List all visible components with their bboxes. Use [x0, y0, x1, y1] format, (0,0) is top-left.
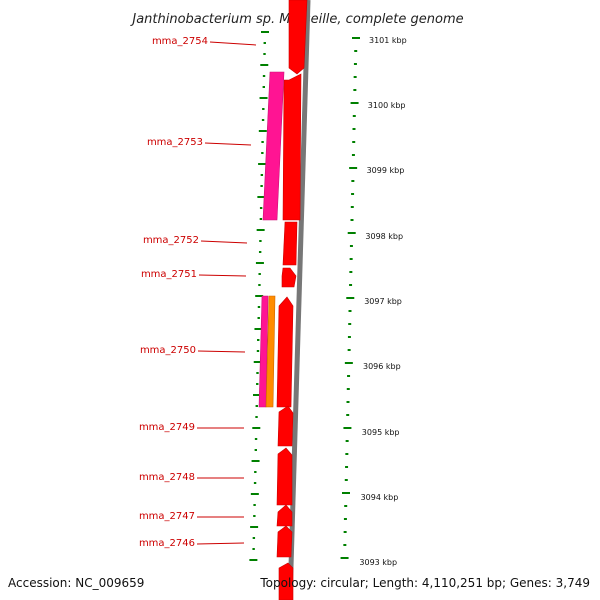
outer-tick-marks — [340, 37, 360, 559]
topology-text: Topology: circular; Length: 4,110,251 bp… — [260, 576, 590, 590]
gene-label-leader-line — [209, 41, 257, 46]
kbp-tick-label: 3099 kbp — [367, 166, 405, 175]
kbp-tick-label: 3096 kbp — [363, 362, 401, 371]
gene-label: mma_2746 — [139, 538, 195, 549]
kbp-tick-label: 3100 kbp — [368, 101, 406, 110]
gene-feature — [288, 0, 308, 75]
gene-label: mma_2751 — [141, 269, 197, 280]
kbp-tick-label: 3097 kbp — [364, 297, 402, 306]
kbp-tick-label: 3101 kbp — [369, 36, 407, 45]
gene-label: mma_2747 — [139, 511, 195, 522]
accession-text: Accession: NC_009659 — [8, 576, 145, 590]
kbp-tick-label: 3093 kbp — [359, 558, 397, 567]
gene-feature — [276, 525, 293, 558]
gene-label: mma_2752 — [143, 235, 199, 246]
inner-tick-marks — [249, 31, 269, 561]
gene-features — [258, 0, 308, 600]
gene-label: mma_2748 — [139, 472, 195, 483]
gene-labels: mma_2754 mma_2753 mma_2752 mma_2751 mma_2750… — [139, 36, 257, 549]
gene-feature — [281, 267, 297, 288]
gene-feature-orange — [265, 295, 276, 408]
gene-feature — [282, 73, 302, 221]
gene-feature — [276, 504, 293, 527]
gene-feature — [276, 447, 293, 506]
gene-label-leader-line — [196, 542, 245, 545]
kbp-labels: 3101 kbp 3100 kbp 3099 kbp 3098 kbp 3097 kbp… — [359, 36, 406, 567]
gene-label: mma_2754 — [152, 36, 208, 47]
gene-feature — [277, 405, 294, 447]
kbp-tick-label: 3095 kbp — [362, 428, 400, 437]
gene-label-leader-line — [200, 240, 248, 244]
gene-feature — [282, 221, 298, 266]
kbp-tick-label: 3094 kbp — [361, 493, 399, 502]
gene-label: mma_2749 — [139, 422, 195, 433]
gene-feature-magenta — [262, 71, 285, 221]
genome-backbone — [287, 0, 311, 600]
gene-label: mma_2750 — [140, 345, 196, 356]
kbp-tick-label: 3098 kbp — [365, 232, 403, 241]
gene-label-leader-line — [204, 142, 252, 146]
gene-label-leader-line — [197, 350, 246, 353]
gene-label: mma_2753 — [147, 137, 203, 148]
gene-feature — [276, 296, 294, 408]
gene-label-leader-line — [198, 274, 247, 277]
gene-feature — [278, 562, 294, 600]
